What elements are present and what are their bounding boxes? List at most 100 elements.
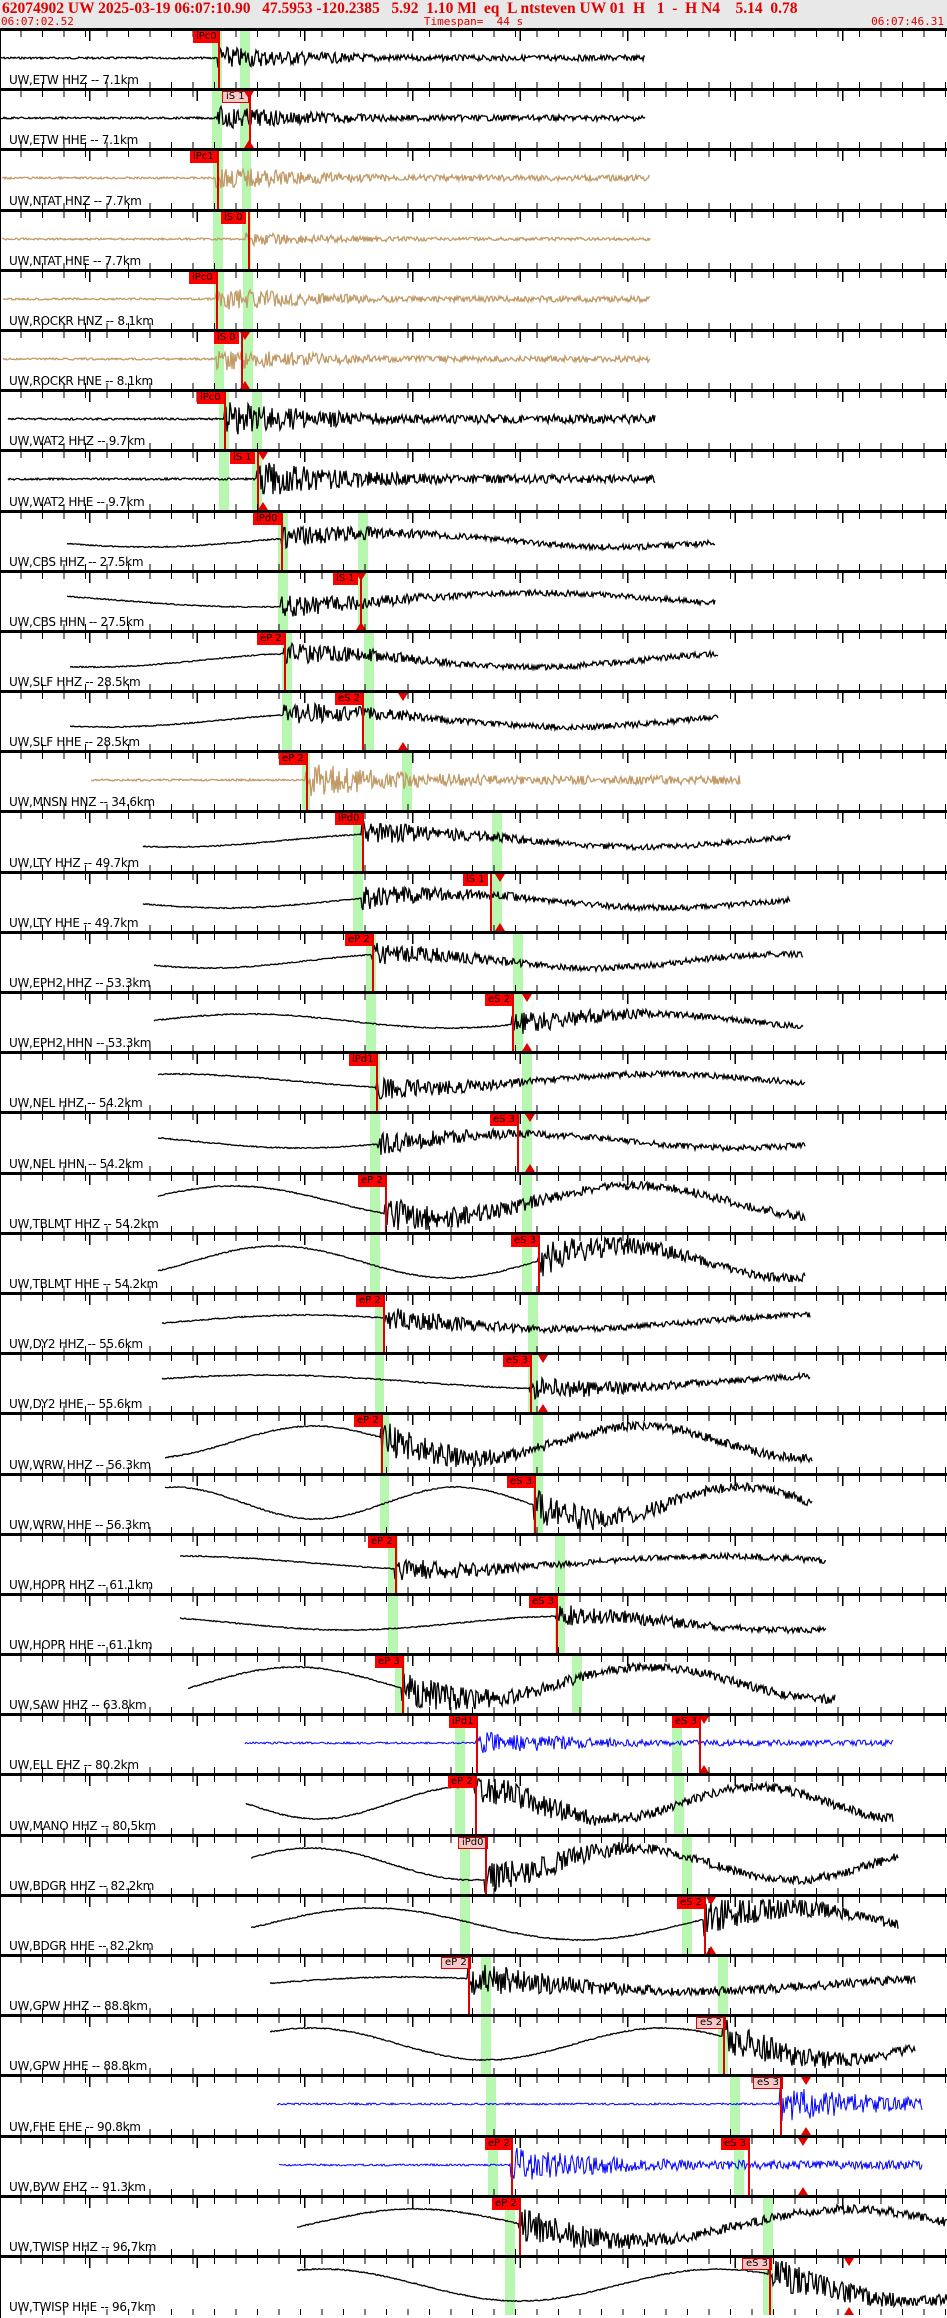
pick-label[interactable]: eS 3 [721,2137,750,2150]
pick-label[interactable]: eS 3 [672,1716,701,1729]
pick-label[interactable]: eP 3 [375,1656,403,1669]
pick-label[interactable]: iPd1 [449,1716,477,1729]
pick-time-line[interactable] [780,2077,782,2135]
trace-row[interactable]: eP 2 eS 3 UW,BVW EHZ -- 91.3km [0,2134,947,2195]
pick-label[interactable]: eS 2 [485,994,514,1006]
pick-time-line[interactable] [476,1716,478,1774]
trace-row[interactable]: iPc0 UW,ROCKR HNZ -- 8.1km [0,268,947,329]
pick-time-line[interactable] [512,994,514,1052]
pick-label[interactable]: iS 1 [463,873,488,886]
pick-time-line[interactable] [395,1535,397,1593]
trace-row[interactable]: eP 2 UW,HOPR HHZ -- 61.1km [0,1532,947,1593]
pick-time-line[interactable] [217,151,219,209]
pick-time-line[interactable] [538,1234,540,1292]
pick-time-line[interactable] [281,512,283,570]
pick-time-line[interactable] [360,572,362,630]
trace-row[interactable]: eS 3 UW,DY2 HHE -- 55.6km [0,1352,947,1413]
pick-label[interactable]: eP 2 [358,1174,386,1187]
pick-label[interactable]: iS 0 [221,211,246,224]
pick-time-line[interactable] [218,31,220,89]
pick-label[interactable]: eP 2 [345,933,373,946]
trace-row[interactable]: eS 3 UW,TWISP HHE -- 96.7km [0,2254,947,2316]
trace-row[interactable]: eS 2 UW,GPW HHE -- 88.8km [0,2014,947,2075]
pick-label[interactable]: eP 2 [485,2137,513,2150]
trace-row[interactable]: eS 2 UW,SLF HHE -- 28.5km [0,690,947,751]
pick-time-line[interactable] [534,1475,536,1533]
pick-time-line[interactable] [704,1896,706,1954]
pick-time-line[interactable] [556,1595,558,1654]
pick-time-line[interactable] [769,2257,771,2316]
pick-label[interactable]: iS 1 [230,452,255,465]
pick-time-line[interactable] [381,1415,383,1473]
pick-label[interactable]: iS 0 [214,331,239,344]
pick-label[interactable]: eS 3 [742,2257,773,2270]
pick-label[interactable]: iPd0 [253,512,281,525]
pick-label[interactable]: eS 3 [529,1595,558,1608]
trace-row[interactable]: eP 2 UW,SLF HHZ -- 28.5km [0,629,947,691]
trace-row[interactable]: eP 2 UW,MANO HHZ -- 80.5km [0,1773,947,1834]
pick-time-line[interactable] [511,2137,513,2195]
trace-row[interactable]: eP 2 UW,WRW HHZ -- 56.3km [0,1412,947,1473]
pick-time-line[interactable] [257,452,259,510]
trace-row[interactable]: iS 0 UW,NTAT HNE -- 7.7km [0,208,947,269]
trace-row[interactable]: eS 3 UW,HOPR HHE -- 61.1km [0,1592,947,1654]
pick-label[interactable]: eS 3 [490,1114,519,1127]
trace-row[interactable]: eP 3 UW,SAW HHZ -- 63.8km [0,1653,947,1714]
pick-time-line[interactable] [723,2017,725,2075]
pick-time-line[interactable] [224,392,226,450]
pick-label[interactable]: eP 2 [279,753,307,766]
trace-row[interactable]: iS 1 UW,LTY HHE -- 49.7km [0,870,947,931]
pick-label[interactable]: eS 2 [335,693,364,706]
trace-row[interactable]: eP 2 UW,TWISP HHZ -- 96.7km [0,2194,947,2255]
pick-label[interactable]: iPc1 [190,151,217,164]
pick-time-line[interactable] [248,211,250,269]
pick-label[interactable]: iPc0 [197,392,224,405]
pick-label[interactable]: eS 3 [511,1234,540,1247]
pick-time-line[interactable] [485,1836,487,1894]
pick-label[interactable]: eP 2 [368,1535,396,1548]
trace-row[interactable]: eP 2 UW,MNSN HNZ -- 34.6km [0,750,947,811]
pick-time-line[interactable] [385,1174,387,1232]
pick-time-line[interactable] [699,1716,701,1774]
trace-row[interactable]: eS 3 UW,WRW HHE -- 56.3km [0,1472,947,1533]
trace-row[interactable]: iPd1 eS 3 UW,ELL EHZ -- 80.2km [0,1713,947,1774]
trace-row[interactable]: eS 2 UW,EPH2 HHN -- 53.3km [0,991,947,1052]
trace-row[interactable]: iS 0 UW,ROCKR HNE -- 8.1km [0,328,947,390]
trace-row[interactable]: eP 2 UW,EPH2 HHZ -- 53.3km [0,930,947,991]
pick-label[interactable]: eS 2 [677,1896,706,1909]
trace-row[interactable]: eP 2 UW,GPW HHZ -- 88.8km [0,1954,947,2015]
pick-time-line[interactable] [241,331,243,390]
trace-row[interactable]: iPd1 UW,NEL HHZ -- 54.2km [0,1051,947,1112]
pick-time-line[interactable] [362,693,364,751]
pick-time-line[interactable] [519,2197,521,2255]
pick-label[interactable]: iPd0 [335,813,363,826]
pick-time-line[interactable] [284,632,286,691]
pick-time-line[interactable] [362,813,364,871]
trace-row[interactable]: eS 3 UW,FHE EHE -- 90.8km [0,2074,947,2135]
pick-label[interactable]: eP 2 [492,2197,520,2210]
trace-row[interactable]: iS 1 UW,CBS HHN -- 27.5km [0,569,947,630]
trace-row[interactable]: eS 3 UW,TBLMT HHE -- 54.2km [0,1231,947,1292]
pick-time-line[interactable] [376,1054,378,1112]
trace-row[interactable]: iS 1 UW,WAT2 HHE -- 9.7km [0,449,947,510]
pick-time-line[interactable] [372,933,374,991]
pick-label[interactable]: eS 3 [503,1355,532,1368]
pick-time-line[interactable] [468,1957,470,2015]
trace-row[interactable]: iPd0 UW,BDGR HHZ -- 82.2km [0,1833,947,1894]
pick-label[interactable]: eS 3 [507,1475,536,1488]
pick-label[interactable]: iPc0 [189,271,216,284]
pick-label[interactable]: eS 2 [696,2017,727,2030]
trace-row[interactable]: iPd0 UW,CBS HHZ -- 27.5km [0,509,947,570]
pick-label[interactable]: eP 2 [448,1776,476,1789]
trace-row[interactable]: iPc0 UW,ETW HHZ -- 7.1km [0,28,947,89]
trace-row[interactable]: eS 3 UW,NEL HHN -- 54.2km [0,1111,947,1172]
pick-time-line[interactable] [383,1294,385,1353]
pick-time-line[interactable] [402,1656,404,1714]
trace-row[interactable]: iS 1 UW,ETW HHE -- 7.1km [0,88,947,149]
pick-label[interactable]: iPd1 [349,1054,377,1067]
trace-row[interactable]: iPc0 UW,WAT2 HHZ -- 9.7km [0,389,947,450]
trace-row[interactable]: iPc1 UW,NTAT HNZ -- 7.7km [0,148,947,209]
pick-label[interactable]: eP 2 [354,1415,382,1428]
pick-time-line[interactable] [530,1355,532,1413]
pick-time-line[interactable] [517,1114,519,1172]
